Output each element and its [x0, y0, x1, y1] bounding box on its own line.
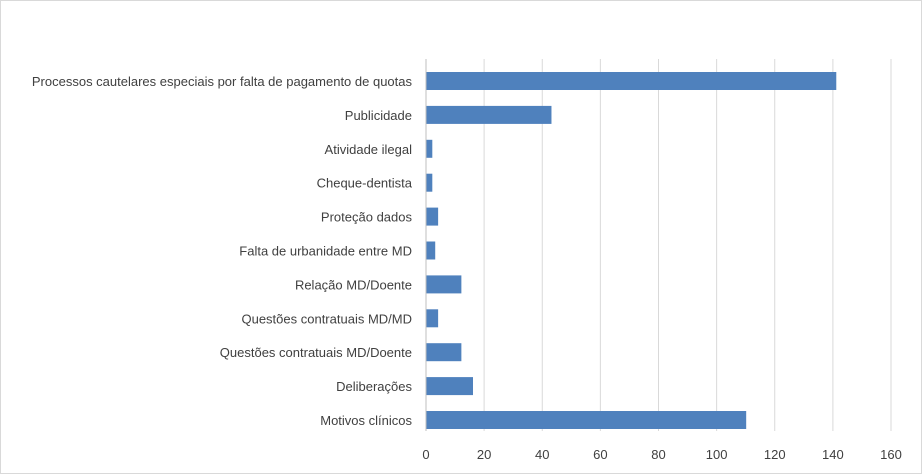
bar: [426, 173, 433, 192]
bar: [426, 411, 747, 429]
category-label: Questões contratuais MD/Doente: [220, 345, 412, 360]
x-tick-label: 100: [706, 447, 728, 462]
x-tick-label: 60: [593, 447, 607, 462]
category-label: Falta de urbanidade entre MD: [239, 244, 412, 259]
category-label: Cheque-dentista: [317, 176, 413, 191]
bar: [426, 139, 433, 158]
category-label: Motivos clínicos: [320, 413, 412, 428]
bar: [426, 105, 552, 124]
x-tick-label: 20: [477, 447, 491, 462]
bar: [426, 241, 436, 260]
x-tick-label: 140: [822, 447, 844, 462]
x-tick-label: 0: [422, 447, 429, 462]
category-label: Processos cautelares especiais por falta…: [32, 74, 413, 89]
category-label: Publicidade: [345, 108, 412, 123]
category-label: Atividade ilegal: [325, 142, 413, 157]
x-tick-label: 160: [880, 447, 902, 462]
x-tick-label: 40: [535, 447, 549, 462]
bar: [426, 275, 462, 294]
x-tick-label: 80: [651, 447, 665, 462]
bar: [426, 309, 439, 328]
bar: [426, 72, 837, 90]
category-label: Relação MD/Doente: [295, 277, 412, 292]
bar: [426, 377, 473, 396]
category-label: Deliberações: [336, 379, 412, 394]
category-label: Questões contratuais MD/MD: [241, 311, 412, 326]
bar: [426, 343, 462, 362]
x-tick-label: 120: [764, 447, 786, 462]
category-label: Proteção dados: [321, 210, 413, 225]
bar: [426, 207, 439, 226]
